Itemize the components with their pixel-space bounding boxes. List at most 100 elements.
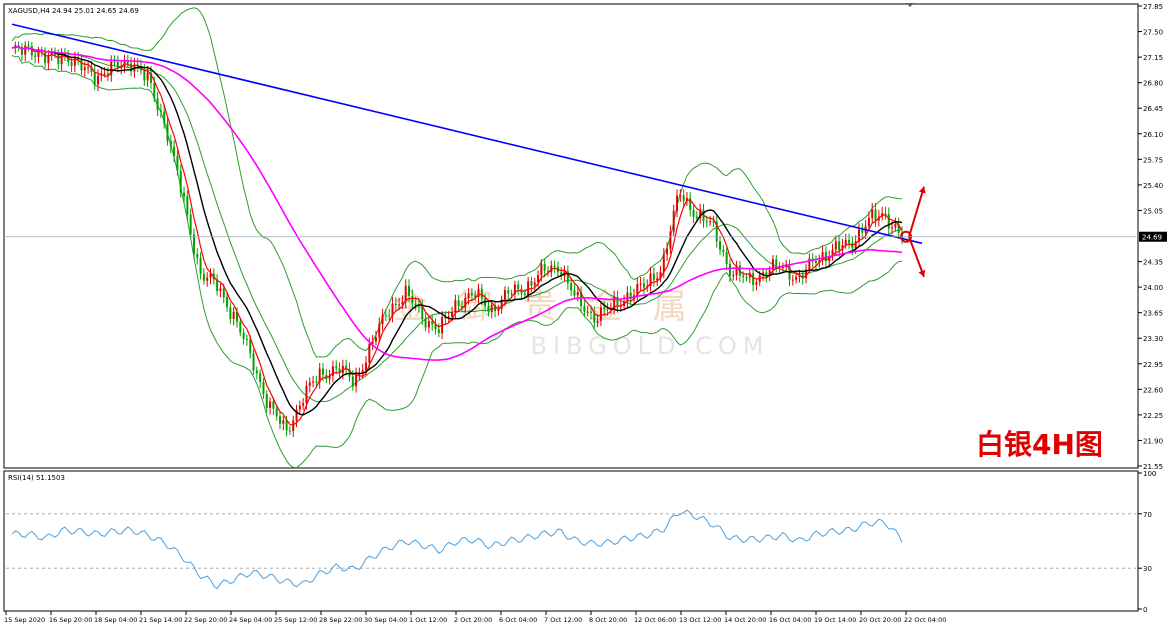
- price-axis: 27.85 27.50 27.15 26.80 26.45 26.10 25.75 25.40…: [6, 3, 1167, 471]
- candle-body: [245, 339, 248, 341]
- candle-body: [73, 57, 76, 66]
- candle-body: [239, 321, 242, 333]
- candle-body: [474, 295, 477, 298]
- candle-body: [619, 306, 622, 308]
- candle-body: [497, 308, 500, 311]
- candle-body: [603, 307, 606, 310]
- candle-body: [470, 293, 473, 296]
- price-tick-label: 23.65: [1143, 310, 1163, 318]
- candle-body: [762, 272, 765, 275]
- time-tick-label: 2 Oct 20:00: [454, 616, 492, 624]
- candle-body: [682, 195, 685, 201]
- candle-body: [163, 111, 166, 124]
- candle-body: [732, 275, 735, 277]
- candle-body: [692, 210, 695, 217]
- candle-body: [805, 269, 808, 279]
- candle-body: [530, 281, 533, 286]
- candle-body: [887, 214, 890, 229]
- candle-body: [543, 263, 546, 271]
- candle-body: [394, 303, 397, 306]
- candle-body: [576, 292, 579, 296]
- candle-body: [636, 284, 639, 296]
- candle-body: [652, 273, 655, 281]
- candle-body: [113, 61, 116, 63]
- price-tick-label: 22.95: [1143, 361, 1163, 369]
- candle-body: [560, 272, 563, 277]
- candle-body: [748, 273, 751, 278]
- candle-body: [351, 376, 354, 387]
- candle-body: [348, 368, 351, 377]
- candle-body: [801, 274, 804, 279]
- candle-body: [676, 195, 679, 211]
- candle-body: [606, 309, 609, 311]
- price-tick-label: 26.80: [1143, 80, 1163, 88]
- candle-body: [457, 300, 460, 307]
- candle-body: [315, 381, 318, 383]
- candle-body: [669, 231, 672, 249]
- candle-body: [510, 293, 513, 295]
- candle-body: [616, 297, 619, 307]
- candle-body: [149, 72, 152, 84]
- candle-body: [401, 301, 404, 305]
- candle-body: [467, 293, 470, 299]
- candle-body: [841, 244, 844, 251]
- time-tick-label: 8 Oct 20:00: [589, 616, 627, 624]
- candle-body: [583, 306, 586, 312]
- candle-body: [338, 368, 341, 374]
- time-tick-label: 21 Sep 14:00: [139, 616, 182, 624]
- candle-body: [202, 273, 205, 281]
- rsi-tick-label: 70: [1143, 511, 1152, 519]
- current-price-label: 24.69: [1142, 234, 1162, 242]
- candle-body: [477, 288, 480, 298]
- scroll-marker-icon[interactable]: [906, 3, 914, 7]
- time-tick-label: 6 Oct 04:00: [499, 616, 537, 624]
- candle-body: [735, 265, 738, 276]
- price-tick-label: 27.15: [1143, 54, 1163, 62]
- price-tick-label: 25.75: [1143, 156, 1163, 164]
- candle-body: [305, 385, 308, 404]
- candle-body: [431, 321, 434, 325]
- candle-body: [159, 110, 162, 112]
- upper-band-line: [11, 7, 903, 358]
- candle-body: [308, 382, 311, 386]
- candle-body: [629, 292, 632, 299]
- candle-body: [206, 277, 209, 281]
- candle-body: [533, 282, 536, 286]
- candle-body: [662, 254, 665, 273]
- price-tick-label: 25.05: [1143, 207, 1163, 215]
- time-tick-label: 1 Oct 12:00: [409, 616, 447, 624]
- price-tick-label: 27.85: [1143, 3, 1163, 11]
- candle-body: [451, 312, 454, 317]
- candle-body: [867, 218, 870, 227]
- up-projection-arrow: [908, 186, 925, 238]
- price-tick-label: 21.90: [1143, 437, 1163, 445]
- candle-body: [219, 288, 222, 292]
- candle-body: [791, 279, 794, 281]
- candle-body: [47, 55, 50, 64]
- candle-body: [272, 401, 275, 409]
- candle-body: [90, 67, 93, 73]
- candle-body: [553, 265, 556, 267]
- candle-body: [312, 381, 315, 383]
- up-arrowhead-icon: [918, 186, 926, 194]
- candle-body: [169, 141, 172, 147]
- candle-body: [391, 303, 394, 317]
- candle-body: [34, 55, 37, 58]
- candle-body: [361, 370, 364, 374]
- candle-body: [355, 374, 358, 387]
- candle-body: [140, 66, 143, 71]
- rsi-tick-label: 100: [1143, 470, 1156, 478]
- candle-body: [517, 284, 520, 289]
- candle-body: [259, 373, 262, 382]
- candle-body: [285, 420, 288, 431]
- time-tick-label: 24 Sep 04:00: [229, 616, 272, 624]
- candle-body: [487, 306, 490, 313]
- candle-body: [166, 123, 169, 142]
- time-tick-label: 30 Sep 04:00: [364, 616, 407, 624]
- candle-body: [705, 221, 708, 223]
- candle-body: [318, 368, 321, 383]
- candle-body: [838, 241, 841, 251]
- candle-body: [365, 362, 368, 371]
